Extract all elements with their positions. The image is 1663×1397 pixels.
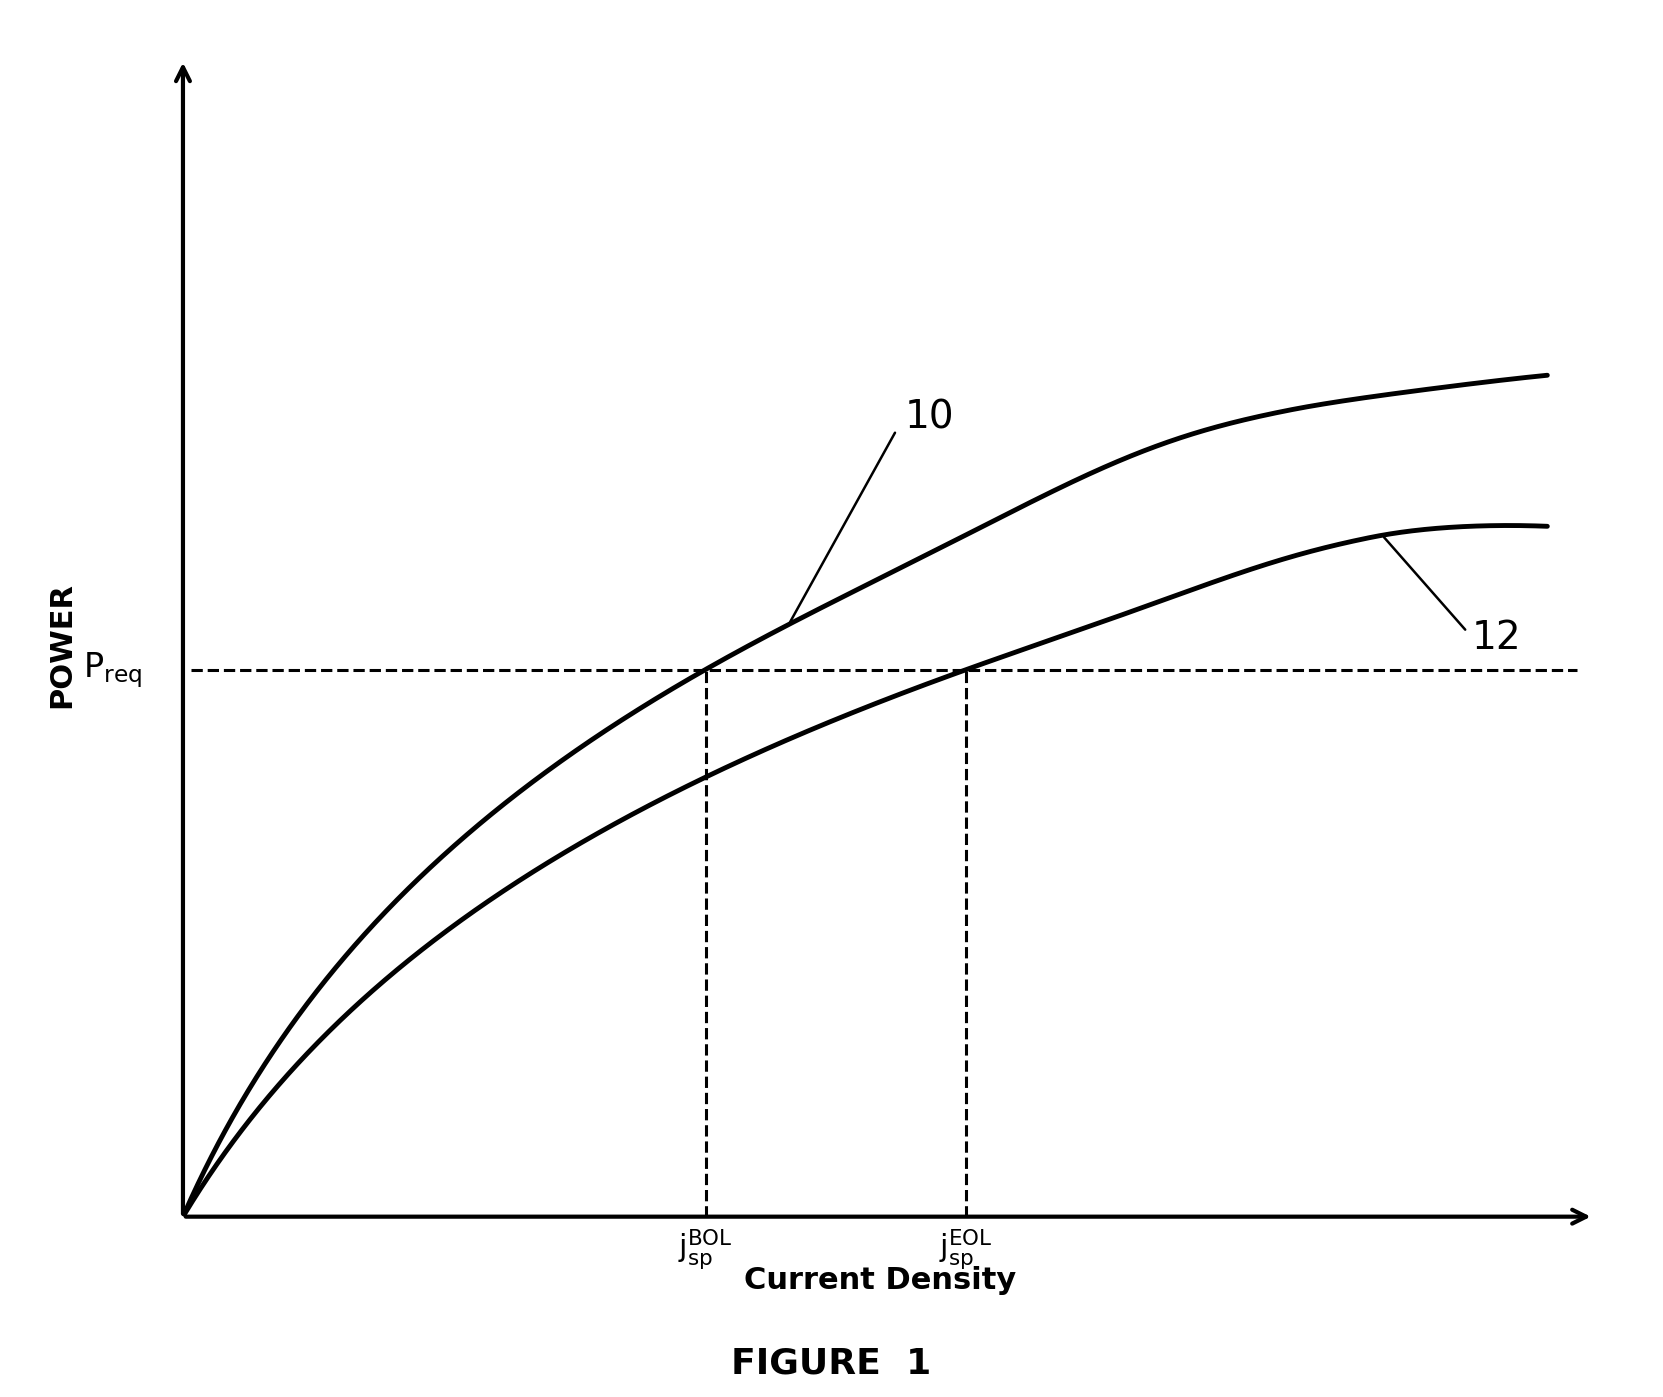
Text: POWER: POWER (47, 581, 76, 708)
Text: FIGURE  1: FIGURE 1 (732, 1347, 931, 1380)
Text: Current Density: Current Density (743, 1266, 1016, 1295)
Text: P$_{\rm req}$: P$_{\rm req}$ (83, 650, 143, 690)
Text: j$_{\rm sp}^{\rm BOL}$: j$_{\rm sp}^{\rm BOL}$ (679, 1227, 733, 1271)
Text: j$_{\rm sp}^{\rm EOL}$: j$_{\rm sp}^{\rm EOL}$ (940, 1227, 993, 1271)
Text: 10: 10 (905, 398, 955, 436)
Text: 12: 12 (1472, 619, 1522, 657)
